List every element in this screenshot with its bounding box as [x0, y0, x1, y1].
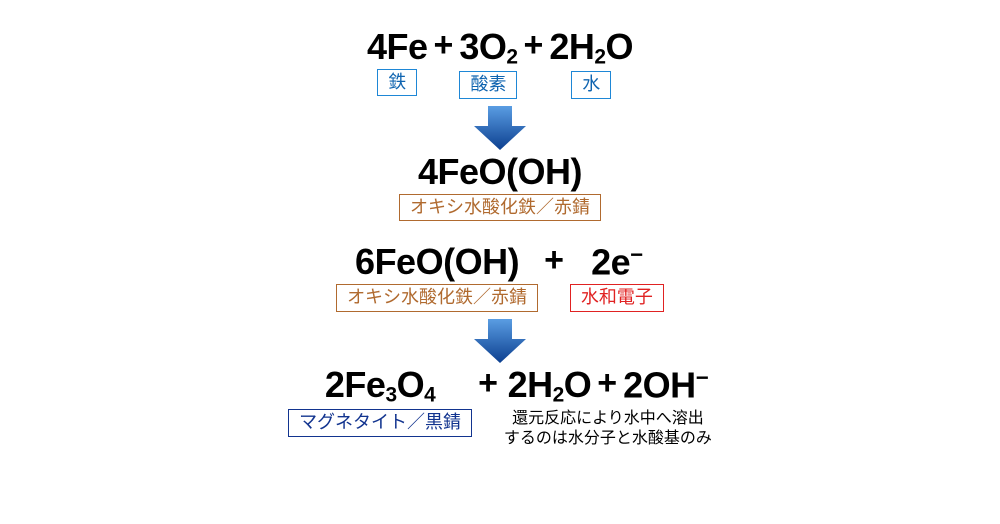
r2-product-group-water-hydroxide: 2H2O+2OH−還元反応により水中へ溶出するのは水分子と水酸基のみ	[504, 366, 712, 449]
r2-products-note: 還元反応により水中へ溶出するのは水分子と水酸基のみ	[504, 409, 712, 449]
plus-sign: +	[538, 243, 570, 279]
diagram-root: 4Fe鉄+3O2酸素+2H2O水 4FeO(OH)オキシ水酸化鉄／赤錆 6FeO…	[0, 0, 1000, 524]
r2-product-0-label: マグネタイト／黒錆	[288, 409, 472, 437]
r2-reactant-0-label: オキシ水酸化鉄／赤錆	[336, 284, 538, 312]
r1-product-label: オキシ水酸化鉄／赤錆	[399, 194, 601, 222]
r1-reactant-2: 2H2O 水	[549, 28, 633, 99]
r1-reactant-0: 4Fe 鉄	[367, 28, 428, 96]
r2-reactant-0: 6FeO(OH) オキシ水酸化鉄／赤錆	[336, 243, 538, 311]
reaction1-reactants-row: 4Fe鉄+3O2酸素+2H2O水	[367, 28, 633, 99]
r2-reactant-0-formula: 6FeO(OH)	[355, 243, 519, 281]
r1-reactant-1-formula: 3O2	[459, 28, 517, 68]
reaction1-product-row: 4FeO(OH) オキシ水酸化鉄／赤錆	[399, 153, 601, 221]
r2-reactant-1-formula: 2e−	[591, 243, 643, 281]
r1-reactant-0-formula: 4Fe	[367, 28, 428, 66]
reaction2-arrow	[470, 317, 530, 365]
r1-reactant-2-formula: 2H2O	[549, 28, 633, 68]
plus-sign: +	[428, 28, 460, 64]
r1-reactant-1: 3O2 酸素	[459, 28, 517, 99]
plus-sign: +	[591, 366, 623, 402]
r2-reactant-1-label: 水和電子	[570, 284, 664, 312]
reaction2-products-row: 2Fe3O4マグネタイト／黒錆+2H2O+2OH−還元反応により水中へ溶出するの…	[288, 366, 712, 449]
r2-reactant-1: 2e− 水和電子	[570, 243, 664, 312]
r1-reactant-2-label: 水	[571, 71, 611, 99]
plus-sign: +	[472, 366, 504, 402]
r2-product-2-formula: 2OH−	[623, 366, 708, 404]
r1-reactant-0-label: 鉄	[377, 69, 417, 97]
r2-product-0-formula: 2Fe3O4	[325, 366, 435, 406]
r1-product-formula: 4FeO(OH)	[418, 153, 582, 191]
r1-product: 4FeO(OH) オキシ水酸化鉄／赤錆	[399, 153, 601, 221]
reaction1-arrow	[470, 104, 530, 152]
r1-reactant-1-label: 酸素	[459, 71, 517, 99]
down-arrow-icon	[470, 104, 530, 152]
r2-product-inner-row: 2H2O+2OH−	[508, 366, 709, 406]
down-arrow-icon	[470, 317, 530, 365]
r2-product-1-formula: 2H2O	[508, 366, 592, 406]
r2-product-0: 2Fe3O4 マグネタイト／黒錆	[288, 366, 472, 437]
plus-sign: +	[518, 28, 550, 64]
reaction2-reactants-row: 6FeO(OH) オキシ水酸化鉄／赤錆+2e− 水和電子	[336, 243, 664, 312]
